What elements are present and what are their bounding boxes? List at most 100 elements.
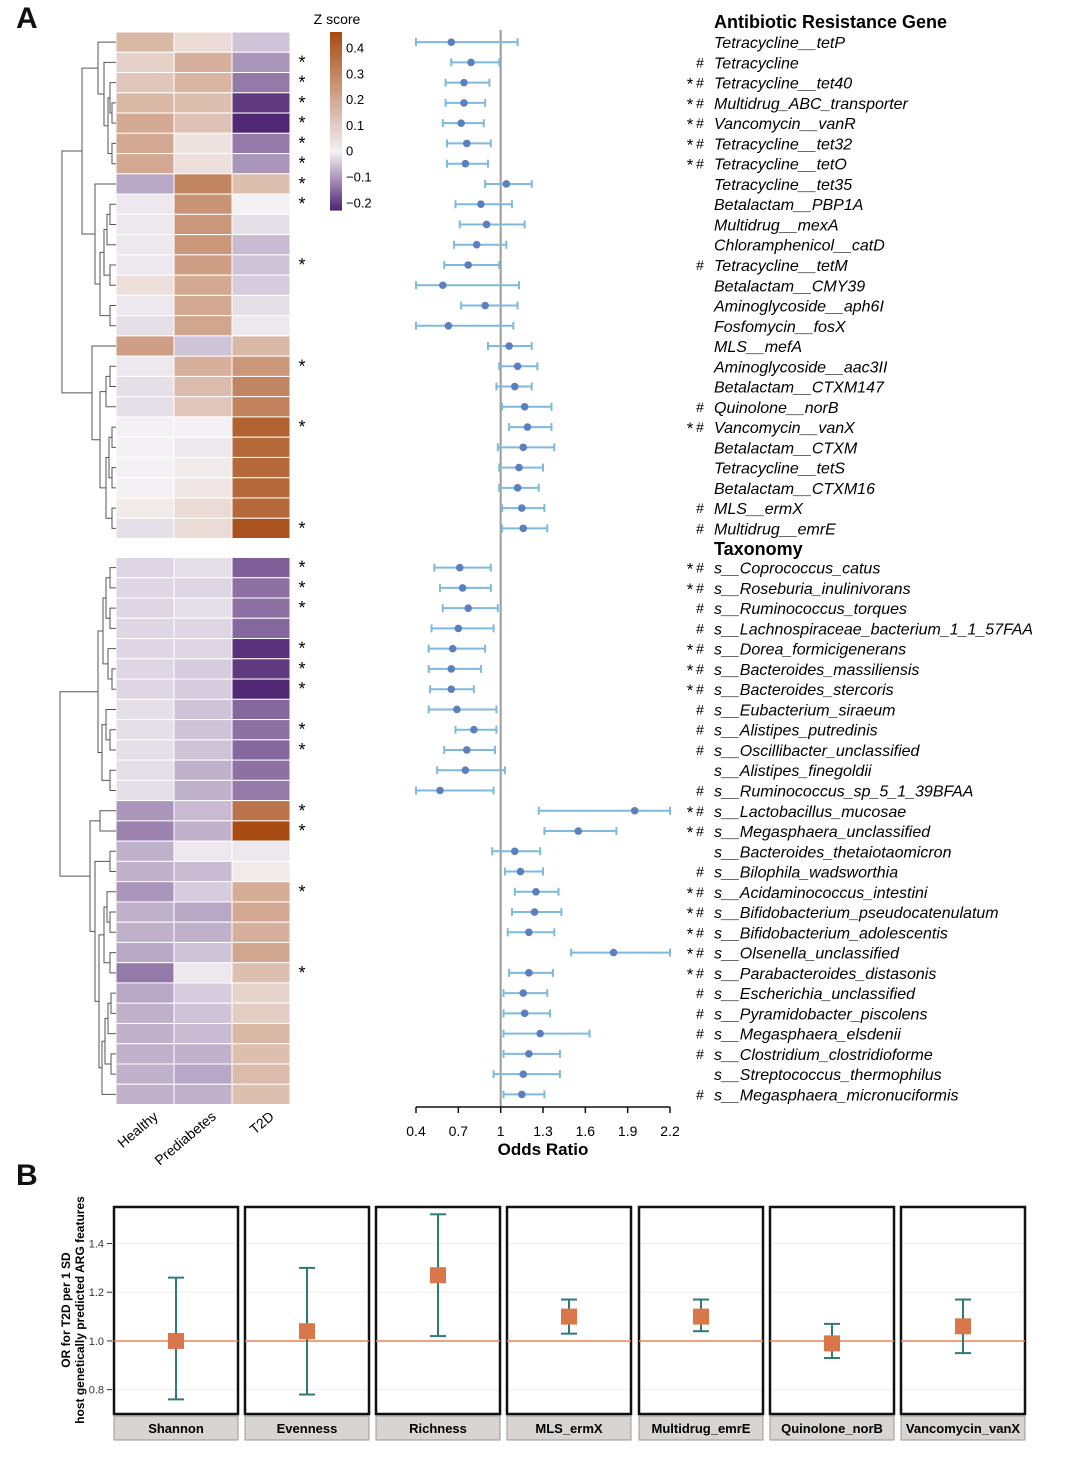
forest-row: # s__Alistipes_putredinis bbox=[454, 722, 878, 740]
fdr-mark: # bbox=[696, 399, 704, 415]
colorbar-segment bbox=[330, 100, 342, 104]
odds-ratio-point bbox=[693, 1308, 709, 1325]
significance-star: * bbox=[298, 73, 305, 93]
colorbar-segment bbox=[330, 126, 342, 131]
significance-star: * bbox=[298, 659, 305, 679]
colorbar-segment bbox=[330, 94, 342, 98]
dendrogram-branch bbox=[109, 203, 116, 225]
odds-ratio-point bbox=[439, 281, 447, 290]
heatmap-cell bbox=[115, 51, 175, 74]
significance-star: * bbox=[687, 641, 694, 660]
heatmap-cell bbox=[231, 315, 291, 337]
dendrogram-branch bbox=[109, 911, 116, 933]
facet-plot: 1.41.21.00.8OR for T2D per 1 SDhost gene… bbox=[59, 1196, 1027, 1441]
fdr-mark: # bbox=[696, 1005, 704, 1021]
facet-strip bbox=[244, 1415, 370, 1441]
heatmap-cell bbox=[231, 881, 291, 903]
forest-row: # s__Megasphaera_elsdenii bbox=[502, 1026, 901, 1044]
heatmap-cell bbox=[231, 396, 291, 418]
heatmap-cell bbox=[231, 962, 291, 984]
forest-row: * # s__Bacteroides_stercoris bbox=[429, 681, 894, 700]
heatmap-cell bbox=[173, 1043, 233, 1065]
dendrogram-branch bbox=[94, 860, 110, 1002]
facet-strip bbox=[375, 1415, 501, 1441]
colorbar-segment bbox=[330, 70, 342, 75]
odds-ratio-point bbox=[477, 200, 485, 209]
heatmap-cell bbox=[231, 112, 291, 134]
heatmap-cell bbox=[115, 396, 175, 418]
forest-row: * # s__Bifidobacterium_pseudocatenulatum bbox=[510, 904, 999, 923]
odds-ratio-point bbox=[455, 563, 464, 572]
colorbar-tick-label: 0.2 bbox=[346, 92, 364, 107]
heatmap-cell bbox=[173, 213, 233, 236]
dendrogram-branch bbox=[109, 729, 116, 751]
facet-panel: Evenness bbox=[243, 1205, 371, 1441]
odds-ratio-point bbox=[430, 1267, 446, 1284]
odds-ratio-point bbox=[525, 928, 533, 937]
dendrogram-branch bbox=[105, 708, 116, 741]
facet-strip-label: Evenness bbox=[277, 1421, 338, 1436]
facet-frame bbox=[899, 1205, 1027, 1416]
heatmap-cell bbox=[231, 1063, 291, 1085]
facet-panel: Vancomycin_vanX bbox=[899, 1205, 1027, 1441]
forest-row: # Quinolone__norB bbox=[501, 399, 839, 417]
y-axis-tick-label: 1.2 bbox=[89, 1287, 104, 1299]
odds-ratio-point bbox=[513, 362, 522, 371]
heatmap-cell bbox=[173, 456, 233, 479]
feature-label: Tetracycline__tetS bbox=[714, 461, 845, 478]
feature-label: Tetracycline__tetM bbox=[714, 258, 848, 275]
colorbar-segment bbox=[330, 34, 342, 39]
fdr-mark: # bbox=[696, 54, 704, 70]
colorbar-segment bbox=[330, 192, 342, 196]
fdr-mark: # bbox=[696, 722, 704, 738]
forest-row: * # s__Bifidobacterium_adolescentis bbox=[506, 924, 948, 943]
dendrogram-branch bbox=[91, 345, 116, 441]
heatmap-cell bbox=[231, 294, 291, 317]
significance-star: * bbox=[298, 578, 305, 598]
heatmap-cell bbox=[231, 638, 291, 660]
forest-row: Betalactam__PBP1A bbox=[454, 197, 863, 214]
significance-star: * bbox=[298, 882, 305, 902]
heatmap-cell bbox=[115, 779, 175, 802]
heatmap-cell bbox=[115, 72, 175, 94]
facet-strip bbox=[506, 1415, 632, 1441]
odds-ratio-point bbox=[574, 827, 583, 835]
dendrogram-branch bbox=[106, 891, 116, 923]
forest-row: # s__Megasphaera_micronuciformis bbox=[502, 1086, 959, 1104]
heatmap-cell bbox=[231, 577, 291, 599]
significance-star: * bbox=[687, 115, 694, 134]
heatmap-cell bbox=[115, 1063, 175, 1085]
heatmap-cell bbox=[173, 577, 233, 599]
odds-ratio-point bbox=[463, 746, 471, 754]
significance-star: * bbox=[298, 801, 305, 821]
odds-ratio-point bbox=[510, 847, 519, 856]
significance-star: * bbox=[298, 679, 305, 699]
forest-row: * # s__Olsenella_unclassified bbox=[570, 945, 900, 964]
feature-label: s__Escherichia_unclassified bbox=[714, 986, 916, 1003]
forest-row: # s__Ruminococcus_sp_5_1_39BFAA bbox=[415, 782, 973, 800]
colorbar-segment bbox=[330, 91, 342, 95]
feature-label: Aminoglycoside__aph6I bbox=[713, 299, 884, 316]
x-axis-tick-label: 1.3 bbox=[533, 1123, 553, 1139]
heatmap-cell bbox=[115, 355, 175, 377]
odds-ratio-point bbox=[454, 624, 463, 633]
colorbar-segment bbox=[330, 85, 342, 89]
feature-label: s__Megasphaera_micronuciformis bbox=[714, 1087, 959, 1104]
heatmap-cell bbox=[173, 597, 233, 619]
heatmap-cell bbox=[173, 1002, 233, 1024]
heatmap-cell bbox=[115, 416, 175, 438]
dendrogram-branch bbox=[99, 391, 106, 489]
fdr-mark: # bbox=[696, 1086, 704, 1102]
significance-star: * bbox=[298, 255, 305, 275]
fdr-mark: # bbox=[696, 95, 704, 111]
fdr-mark: # bbox=[696, 985, 704, 1001]
colorbar-segment bbox=[330, 82, 342, 86]
forest-row: Fosfomycin__fosX bbox=[415, 319, 847, 336]
odds-ratio-point bbox=[523, 423, 532, 431]
fdr-mark: # bbox=[696, 945, 704, 961]
colorbar-segment bbox=[330, 174, 342, 178]
heatmap-column-label: Prediabetes bbox=[151, 1108, 219, 1168]
colorbar-segment bbox=[330, 195, 342, 199]
feature-label: Tetracycline__tetO bbox=[714, 157, 847, 174]
